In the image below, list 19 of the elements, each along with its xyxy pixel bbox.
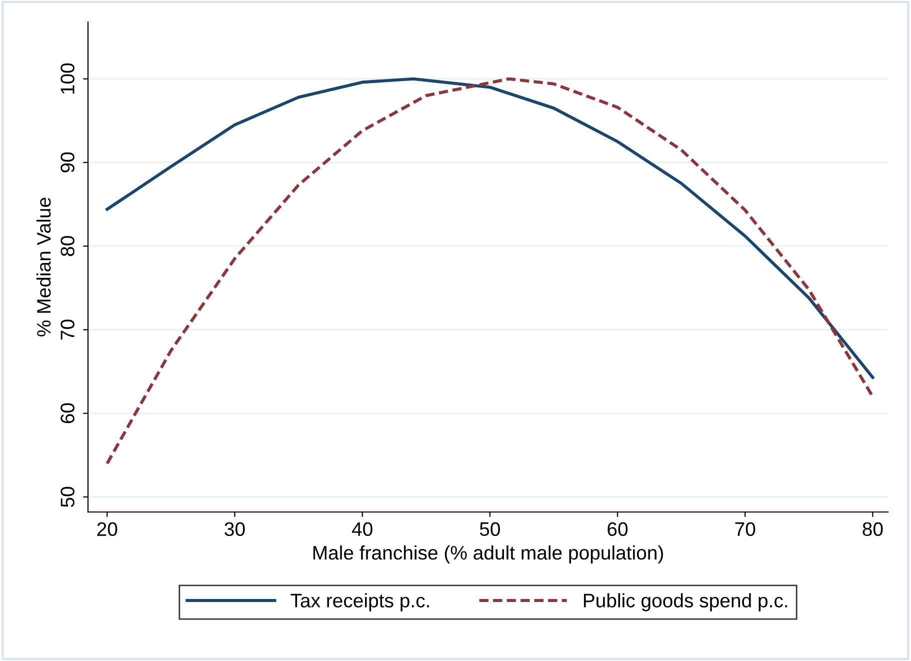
x-tick-label: 40 (352, 522, 372, 536)
line-series (106, 77, 874, 466)
x-tick-label: 70 (735, 522, 756, 536)
y-tick-label: 80 (60, 236, 74, 256)
legend-label: Public goods spend p.c. (584, 593, 788, 612)
x-axis-title: Male franchise (% adult male population) (313, 545, 663, 564)
y-tick-label: 90 (60, 152, 74, 172)
y-tick-label: 60 (60, 403, 74, 424)
x-tick-label: 30 (224, 522, 245, 536)
x-tick-label: 20 (97, 522, 118, 536)
x-tick-label: 50 (480, 522, 500, 536)
line-series (106, 77, 874, 379)
y-tick-label: 50 (60, 486, 74, 507)
x-tick-label: 80 (862, 522, 883, 536)
y-tick-label: 100 (60, 63, 74, 94)
y-axis-title: % Median Value (36, 198, 51, 336)
x-tick-label: 60 (608, 522, 628, 536)
legend-label: Tax receipts p.c. (290, 593, 429, 612)
y-tick-label: 70 (60, 320, 74, 340)
